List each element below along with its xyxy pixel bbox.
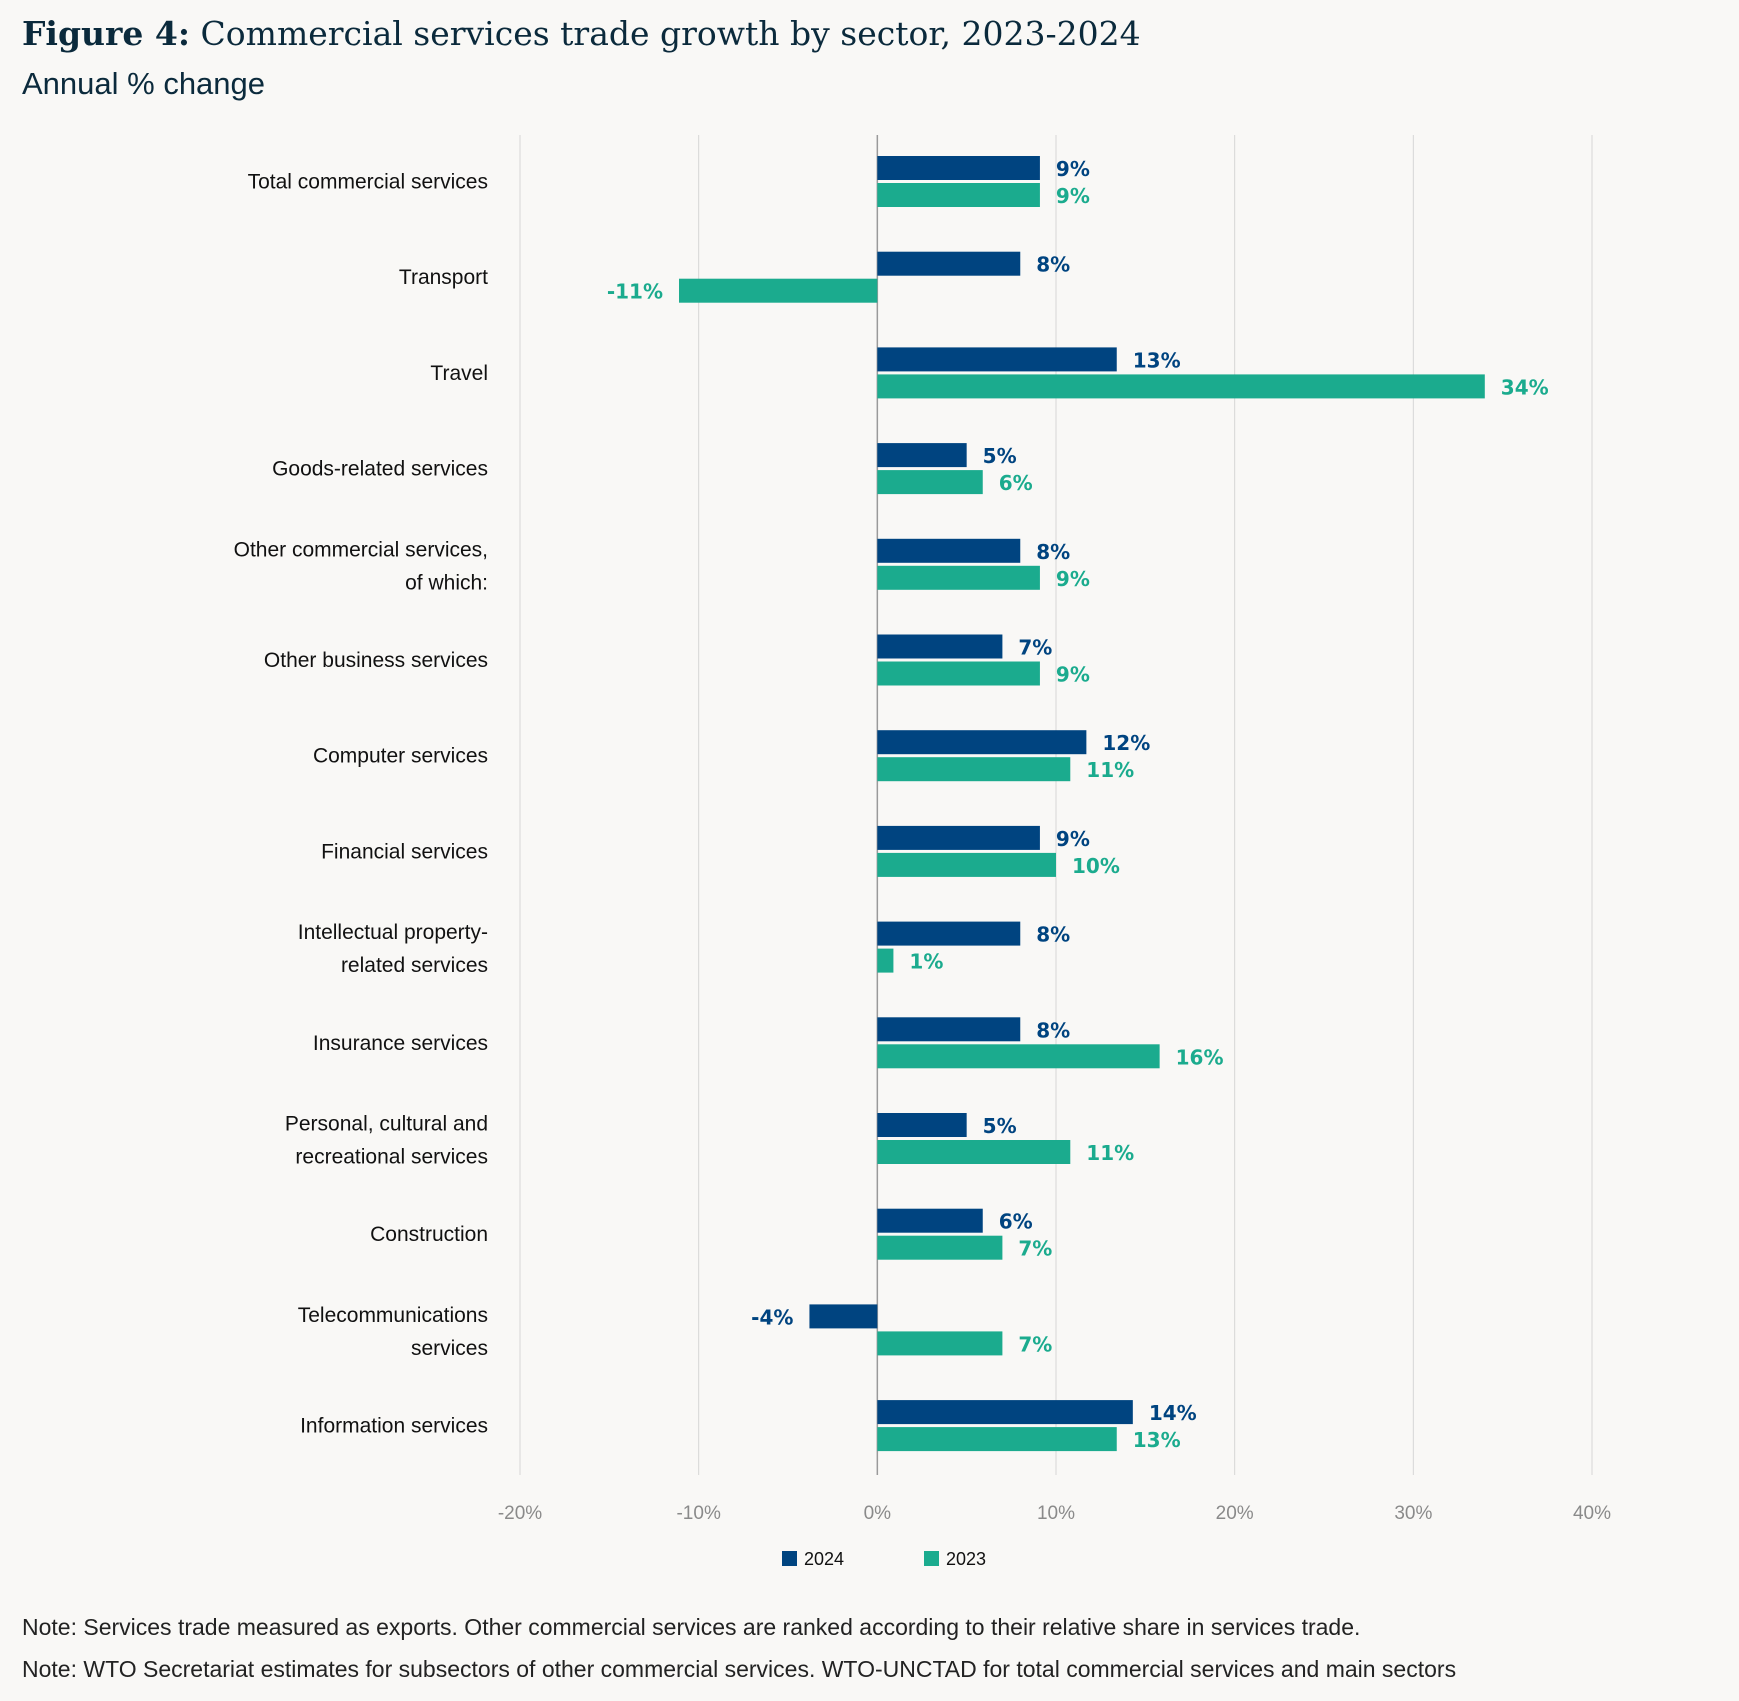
data-label-2023: 34% (1501, 375, 1549, 399)
category-label: Telecommunications (298, 1304, 488, 1327)
x-tick-label: 10% (1037, 1503, 1075, 1524)
bar-2024 (877, 1400, 1133, 1425)
data-label-2024: 14% (1149, 1401, 1197, 1425)
data-label-2024: 9% (1056, 157, 1090, 181)
x-tick-label: 20% (1216, 1503, 1254, 1524)
data-label-2024: 12% (1102, 731, 1150, 755)
bar-2024 (877, 921, 1021, 946)
x-tick-label: -10% (676, 1503, 720, 1524)
category-label: of which: (405, 571, 488, 594)
category-label: services (411, 1337, 488, 1360)
bar-2023 (877, 757, 1071, 782)
data-label-2023: 11% (1086, 1141, 1134, 1165)
legend-swatch-2024 (782, 1551, 797, 1566)
data-label-2024: -4% (751, 1305, 793, 1329)
data-label-2024: 8% (1036, 1018, 1070, 1042)
legend-label-2023: 2023 (946, 1549, 986, 1569)
bar-2023 (877, 661, 1040, 686)
bar-2023 (877, 948, 894, 973)
category-label: Computer services (313, 745, 488, 768)
category-label: Personal, cultural and (285, 1113, 488, 1136)
x-tick-label: 30% (1394, 1503, 1432, 1524)
bar-2023 (877, 1140, 1071, 1164)
bar-2023 (877, 1044, 1160, 1069)
category-label: Intellectual property- (298, 921, 488, 944)
bar-2024 (877, 1017, 1021, 1042)
data-label-2023: 10% (1072, 854, 1120, 878)
bar-2023 (877, 183, 1040, 207)
data-label-2024: 13% (1133, 348, 1181, 372)
figure-number: Figure 4: (22, 14, 191, 53)
data-label-2024: 8% (1036, 540, 1070, 564)
chart-title: Figure 4: Commercial services trade grow… (22, 14, 1141, 53)
data-label-2023: -11% (607, 280, 663, 304)
category-label: Insurance services (313, 1032, 488, 1055)
category-label: Travel (430, 362, 488, 385)
data-label-2023: 1% (909, 950, 943, 974)
bar-2024 (877, 825, 1040, 850)
data-label-2023: 9% (1056, 567, 1090, 591)
bar-2024 (877, 634, 1003, 659)
bar-2024 (877, 730, 1087, 755)
category-label: Construction (370, 1223, 488, 1246)
data-label-2023: 7% (1018, 1237, 1052, 1261)
bar-2023 (877, 374, 1485, 399)
category-label: recreational services (295, 1146, 488, 1169)
data-label-2023: 9% (1056, 184, 1090, 208)
bar-2023 (877, 1331, 1003, 1356)
bar-2023 (877, 1427, 1117, 1452)
data-label-2024: 9% (1056, 827, 1090, 851)
note-1: Note: Services trade measured as exports… (22, 1614, 1361, 1640)
note-2: Note: WTO Secretariat estimates for subs… (22, 1656, 1457, 1682)
data-label-2024: 5% (983, 444, 1017, 468)
category-label: Transport (399, 266, 488, 289)
chart-subtitle: Annual % change (22, 66, 266, 101)
bar-2023 (877, 470, 983, 495)
bar-2024 (877, 251, 1021, 276)
data-label-2024: 6% (999, 1210, 1033, 1234)
x-tick-label: -20% (498, 1503, 542, 1524)
bar-2023 (679, 278, 878, 303)
bar-2023 (877, 852, 1056, 877)
bar-2024 (877, 538, 1021, 563)
data-label-2023: 16% (1176, 1045, 1224, 1069)
bar-2024 (877, 1208, 983, 1233)
bar-2024 (877, 443, 967, 468)
legend-swatch-2023 (924, 1551, 939, 1566)
category-label: Other commercial services, (234, 538, 488, 561)
bar-2024 (809, 1304, 878, 1329)
data-label-2024: 7% (1018, 636, 1052, 660)
data-label-2024: 8% (1036, 253, 1070, 277)
bar-2023 (877, 565, 1040, 590)
category-label: Total commercial services (248, 171, 488, 194)
category-label: related services (341, 954, 488, 977)
data-label-2023: 13% (1133, 1428, 1181, 1452)
title-text: Commercial services trade growth by sect… (190, 14, 1141, 53)
data-label-2023: 6% (999, 471, 1033, 495)
data-label-2024: 8% (1036, 923, 1070, 947)
category-label: Goods-related services (272, 458, 488, 481)
bar-2024 (877, 1113, 967, 1137)
bar-2024 (877, 347, 1117, 372)
bar-2023 (877, 1235, 1003, 1260)
bar-chart: -20% -10% 0% 10% 20% 30% 40% Total commercial s… (234, 135, 1611, 1569)
data-label-2023: 9% (1056, 663, 1090, 687)
data-label-2023: 7% (1018, 1332, 1052, 1356)
x-tick-label: 40% (1573, 1503, 1611, 1524)
x-tick-label: 0% (864, 1503, 892, 1524)
data-label-2023: 11% (1086, 758, 1134, 782)
category-label: Financial services (321, 840, 488, 863)
legend-label-2024: 2024 (804, 1549, 844, 1569)
category-label: Information services (300, 1415, 488, 1438)
bar-2024 (877, 156, 1040, 180)
category-label: Other business services (264, 649, 488, 672)
data-label-2024: 5% (983, 1114, 1017, 1138)
